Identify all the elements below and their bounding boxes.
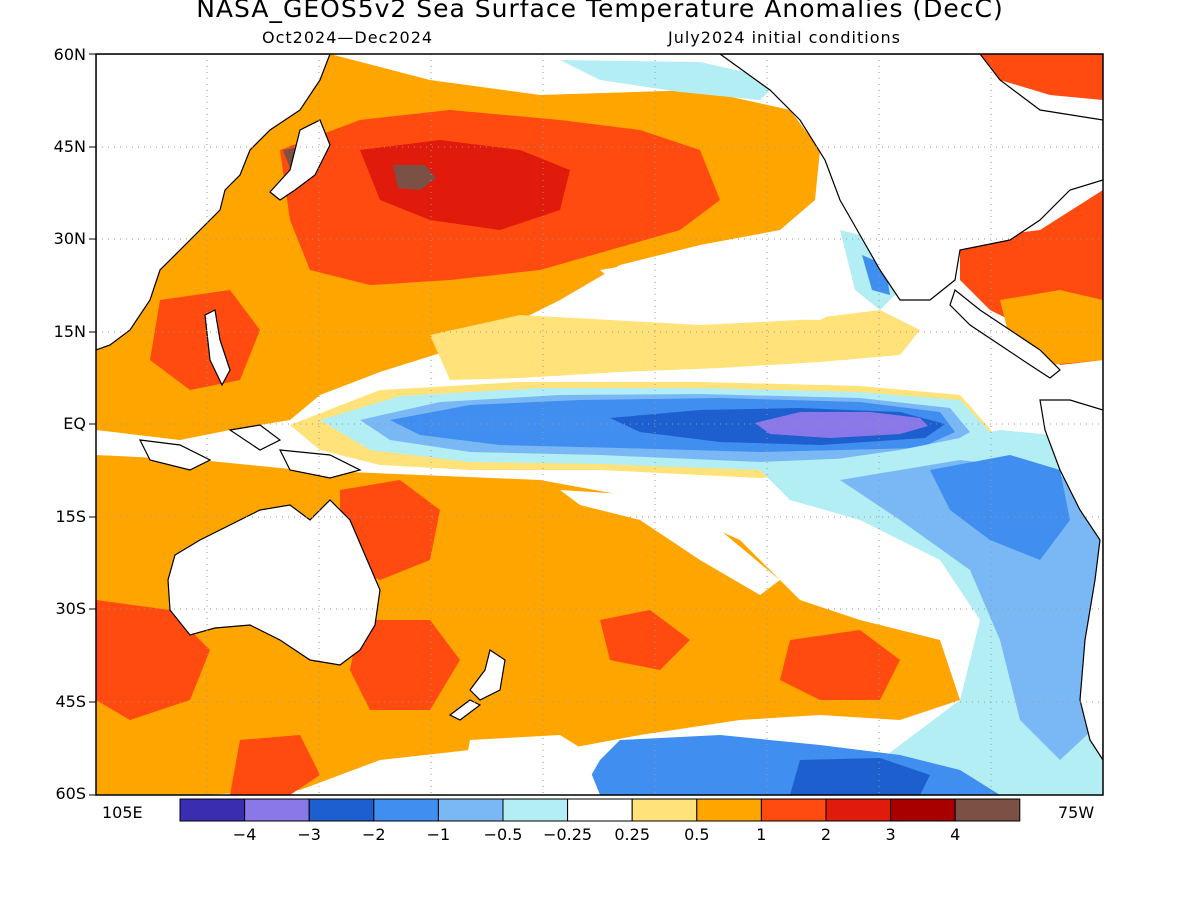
southern-ocean-dark-blue <box>790 758 930 795</box>
south-pacific-red-patch-2 <box>780 630 900 700</box>
colorbar-bin <box>308 798 375 822</box>
colorbar-bin <box>179 798 246 822</box>
colorbar-tick-label: −4 <box>233 825 257 844</box>
southwest-red-patch <box>230 735 320 795</box>
australia-continent <box>167 499 381 666</box>
lat-label-60n: 60N <box>53 45 86 64</box>
colorbar-tick-label: 2 <box>821 825 831 844</box>
colorbar-bin <box>631 798 698 822</box>
lon-label-west: 105E <box>102 803 143 822</box>
lat-label-eq: EQ <box>63 414 86 433</box>
north-pacific-max-core <box>393 165 436 190</box>
north-pacific-pale-band <box>430 310 920 380</box>
kuroshio-dark-red-core <box>360 140 570 230</box>
colorbar-bin <box>954 798 1021 822</box>
colorbar-tick-label: −1 <box>427 825 451 844</box>
new-zealand <box>448 649 506 721</box>
lat-label-60s: 60S <box>55 784 86 803</box>
colorbar-tick-label: 0.5 <box>684 825 709 844</box>
colorbar-tick-label: 1 <box>756 825 766 844</box>
alaska-red-patch <box>980 54 1103 100</box>
lat-label-30s: 30S <box>55 599 86 618</box>
colorbar-bin <box>373 798 439 822</box>
lat-label-45s: 45S <box>55 692 86 711</box>
colorbar-tick-label: −3 <box>297 825 321 844</box>
map-title: NASA_GEOS5v2 Sea Surface Temperature Ano… <box>196 0 1004 23</box>
colorbar-bin <box>760 798 827 822</box>
indonesia-islands <box>138 424 362 479</box>
colorbar-bin <box>567 798 633 822</box>
colorbar-bin <box>437 798 504 822</box>
west-pacific-red-patch <box>150 290 260 390</box>
colorbar-tick-label: 3 <box>886 825 896 844</box>
lat-ticks <box>89 53 96 796</box>
asia-continent <box>96 54 331 351</box>
south-pacific-red-patch-3 <box>600 610 690 670</box>
colorbar-tick-label: 4 <box>950 825 960 844</box>
forecast-period: Oct2024—Dec2024 <box>262 28 434 47</box>
lat-label-45n: 45N <box>53 137 86 156</box>
indian-ocean-red-region <box>96 600 210 720</box>
south-pacific-white-band <box>560 490 780 595</box>
anomaly-field <box>96 54 1103 795</box>
initial-conditions: July2024 initial conditions <box>668 28 901 47</box>
colorbar-bin <box>502 798 569 822</box>
colorbar: −4 −3 −2 −1 −0.5 −0.25 0.25 0.5 1 2 3 4 <box>179 798 1021 844</box>
colorbar-bin <box>244 798 310 822</box>
colorbar-tick-label: −0.5 <box>484 825 523 844</box>
north-america-continent <box>718 54 1103 301</box>
southern-ocean-white <box>460 735 600 795</box>
colorbar-bin <box>696 798 762 822</box>
lon-label-east: 75W <box>1058 803 1095 822</box>
lat-label-15n: 15N <box>53 322 86 341</box>
lat-label-30n: 30N <box>53 229 86 248</box>
southeast-pacific-blue <box>930 455 1070 560</box>
south-america-continent <box>1039 399 1103 762</box>
lat-label-15s: 15S <box>55 507 86 526</box>
colorbar-tick-label: −0.25 <box>543 825 592 844</box>
equatorial-minimum <box>755 412 928 438</box>
north-pacific-light-blue <box>560 60 780 100</box>
colorbar-tick-label: 0.25 <box>614 825 650 844</box>
tasman-red-region <box>350 620 460 710</box>
colorbar-bin <box>890 798 956 822</box>
colorbar-tick-label: −2 <box>362 825 386 844</box>
east-pacific-white-gap <box>600 240 860 320</box>
central-america <box>949 288 1061 379</box>
japan-islands <box>269 119 331 201</box>
philippines <box>204 309 231 387</box>
colorbar-bin <box>825 798 892 822</box>
